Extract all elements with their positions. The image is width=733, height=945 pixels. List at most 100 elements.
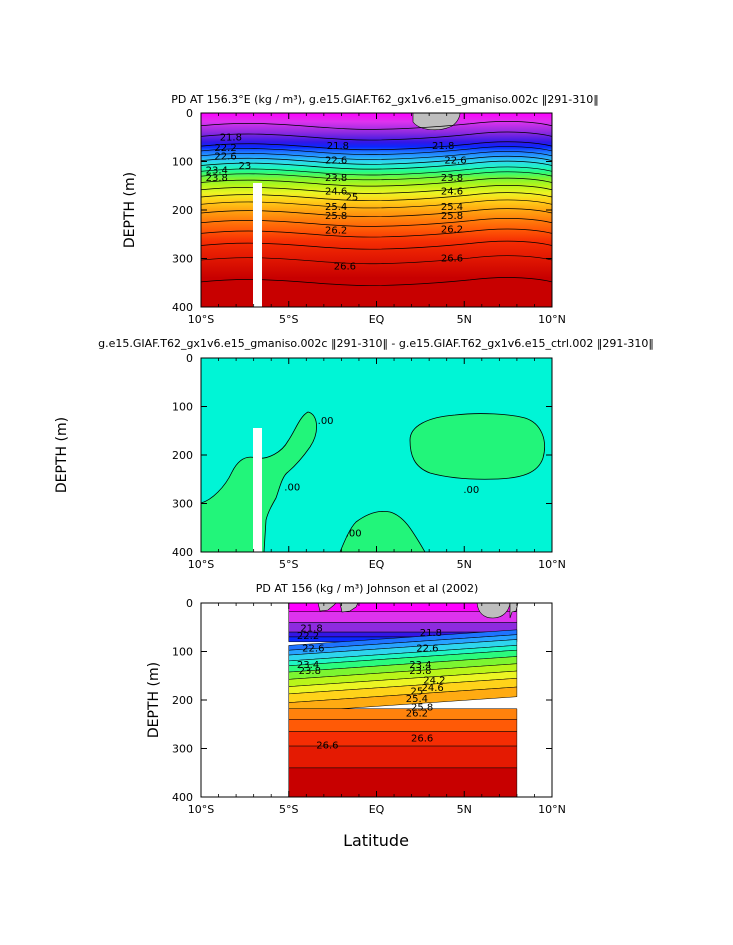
panel2-ytick-label: 200 (172, 449, 193, 462)
panel1-xtick-label: 10°S (188, 313, 214, 326)
panel3-axes: 10°S 5°S EQ 5N 10°N 0 100 200 300 400 (172, 597, 566, 816)
panel1-contour-line (201, 131, 552, 141)
panel1-xtick-label: 5N (457, 313, 472, 326)
panel3-title: PD AT 156 (kg / m³) Johnson et al (2002) (256, 582, 479, 595)
panel1-ylabel: DEPTH (m) (122, 172, 138, 248)
panel1-ytick-label: 100 (172, 156, 193, 169)
panel1-contour-label: 22.6 (325, 156, 347, 167)
panel1-contour-label: 21.8 (327, 141, 349, 152)
panel1-xtick-label: 5°S (279, 313, 298, 326)
panel1-contour-line (201, 228, 552, 238)
panel3-xtick-label: 5N (457, 803, 472, 816)
panel2-xtick-label: 5°S (279, 558, 298, 571)
panel2-xtick-label: 5N (457, 558, 472, 571)
panel2-xtick-label: 10°S (188, 558, 214, 571)
panel1-ytick-label: 300 (172, 253, 193, 266)
panel1-contour-label: 25.8 (325, 211, 347, 222)
panel1-contour-line (201, 199, 552, 209)
panel3-contour-label: 25.4 (406, 694, 428, 705)
panel1-contour-label: 23.8 (441, 173, 463, 184)
panel2-ytick-label: 0 (186, 352, 193, 365)
panel1-ytick-label: 200 (172, 204, 193, 217)
panel3-color-band (288, 767, 518, 797)
panel1-contour-label: 21.8 (220, 132, 242, 143)
panel3-contour-label: 21.8 (300, 623, 322, 634)
panel3-ytick-label: 400 (172, 791, 193, 804)
panel1-contour-line (201, 208, 552, 218)
panel1-contour-lines (201, 121, 552, 286)
panel2-contour-label: .00 (346, 529, 362, 540)
panel3-xtick-label: 10°S (188, 803, 214, 816)
panel1-contour-line (201, 141, 552, 151)
panel1-contour-line (201, 218, 552, 227)
panel3-contour-label: 24.2 (423, 676, 445, 687)
panel3-contour-label: 23.8 (299, 666, 321, 677)
panel3-ytick-label: 100 (172, 646, 193, 659)
panel1-contour-label: 25.4 (441, 202, 463, 213)
panel3-topography-patch-3 (476, 603, 511, 619)
panel3-ylabel: DEPTH (m) (146, 662, 162, 738)
panel2-contour-label: .00 (318, 416, 334, 427)
panel3-contour-label: 22.2 (297, 631, 319, 642)
panel1-xtick-label: 10°N (538, 313, 566, 326)
panel3-contour-label: 22.6 (416, 644, 438, 655)
panel3-contour-label: 21.8 (420, 628, 442, 639)
panel1-title: PD AT 156.3°E (kg / m³), g.e15.GIAF.T62_… (171, 93, 598, 106)
panel3-contour-label: 26.2 (406, 709, 428, 720)
panel1-contour-line (201, 277, 552, 286)
panel1-contour-line (201, 255, 552, 265)
panel2-missing-data-strip (253, 428, 262, 552)
panel1-contour-label: 21.8 (432, 141, 454, 152)
panel3-topography-patch-1 (317, 603, 337, 612)
panel2-contour-label: .00 (463, 485, 479, 496)
panel3-topography-patch-2 (339, 603, 359, 613)
panel3-color-band (288, 719, 518, 732)
panel3-xtick-label: 10°N (538, 803, 566, 816)
panel1-contour-line (201, 151, 552, 160)
panel3-ytick-label: 300 (172, 743, 193, 756)
panel1-contour-line (201, 192, 552, 201)
panel2-ylabel: DEPTH (m) (54, 417, 70, 493)
panel2-xtick-label: 10°N (538, 558, 566, 571)
panel1-contour-line (201, 160, 552, 170)
panel3-color-field (288, 603, 518, 797)
panel1-ytick-label: 0 (186, 107, 193, 120)
panel3-xtick-label: 5°S (279, 803, 298, 816)
panel3-xtick-label: EQ (369, 803, 385, 816)
panel3-contour-label: 22.6 (302, 644, 324, 655)
panel1-ytick-label: 400 (172, 301, 193, 314)
panel1-contour-label: 22.6 (444, 156, 466, 167)
panel1-contour-line (201, 166, 552, 176)
panel1-contour-label: 23.8 (206, 173, 228, 184)
panel3-contour-label: 26.6 (411, 733, 433, 744)
panel2-plot-area: .00 .00 .00 .00 (201, 358, 552, 552)
panel1-contour-line (201, 240, 552, 250)
panel2-ytick-label: 300 (172, 498, 193, 511)
panel1-xtick-label: EQ (369, 313, 385, 326)
panel1-missing-data-strip (253, 183, 262, 307)
panel2-contour-label: .00 (284, 483, 300, 494)
panel1-contour-label: 26.6 (334, 261, 356, 272)
panel3-contour-label: 24.6 (422, 683, 444, 694)
panel1-contour-label: 24.6 (325, 187, 347, 198)
figure-xlabel: Latitude (343, 831, 409, 850)
panel2-axes: 10°S 5°S EQ 5N 10°N 0 100 200 300 400 (172, 352, 566, 571)
panel3-contour-label: 25.8 (411, 702, 433, 713)
panel1-contour-label: 23.4 (206, 165, 228, 176)
panel3-contour-labels: 21.8 21.822.222.6 22.623.4 23.423.8 23.824.2… (297, 623, 446, 751)
panel-difference: g.e15.GIAF.T62_gx1v6.e15_gmaniso.002c ‖2… (54, 337, 654, 571)
panel1-contour-label: 25.8 (441, 211, 463, 222)
panel3-contour-label: 23.4 (409, 660, 431, 671)
panel1-contour-line (201, 171, 552, 181)
panel3-contour-label: 25 (410, 686, 423, 697)
panel2-positive-region-east (409, 413, 545, 480)
panel1-contour-label: 26.2 (325, 225, 347, 236)
panel1-contour-label: 26.6 (441, 254, 463, 265)
panel3-contour-label: 23.4 (297, 660, 319, 671)
panel1-contour-label: 24.6 (441, 187, 463, 198)
panel3-plot-area: 21.8 21.822.222.6 22.623.4 23.423.8 23.824.2… (288, 603, 519, 797)
panel2-xtick-label: EQ (369, 558, 385, 571)
